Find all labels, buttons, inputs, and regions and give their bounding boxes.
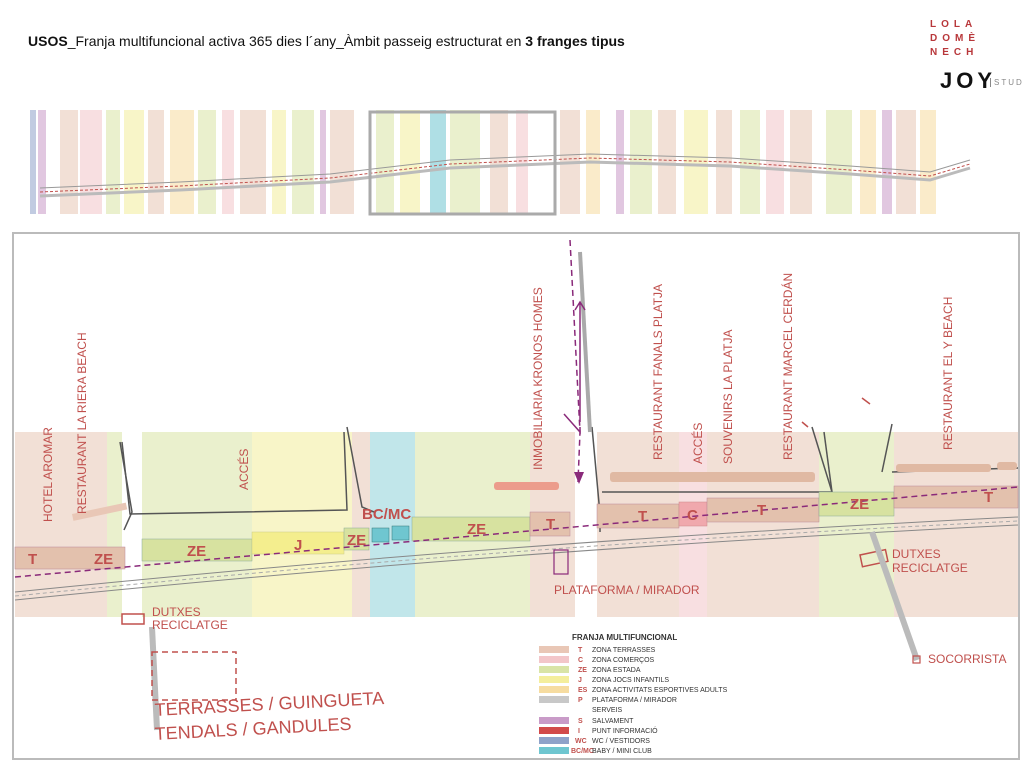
zone-t-2: T [546, 516, 555, 533]
label-restaurant-ely: RESTAURANT EL Y BEACH [941, 297, 955, 450]
zone-letters: T ZE ZE J ZE BC/MC ZE T T C T ZE T [28, 489, 993, 568]
label-dutxes-1: DUTXES [152, 605, 201, 619]
svg-text:WC / VESTIDORS: WC / VESTIDORS [592, 738, 650, 745]
svg-text:C: C [578, 657, 583, 664]
title-bold-2: 3 franges tipus [525, 33, 625, 49]
svg-text:PUNT INFORMACIÓ: PUNT INFORMACIÓ [592, 726, 658, 735]
svg-text:PLATAFORMA / MIRADOR: PLATAFORMA / MIRADOR [592, 697, 677, 704]
detail-plan: HOTEL AROMAR RESTAURANT LA RIERA BEACH A… [12, 232, 1020, 760]
label-socorrista: SOCORRISTA [928, 652, 1006, 666]
svg-text:ZONA TERRASSES: ZONA TERRASSES [592, 647, 656, 654]
label-restaurant-marcel: RESTAURANT MARCEL CERDÁN [780, 273, 795, 460]
title-bold: USOS [28, 33, 68, 49]
label-restaurant-fanals: RESTAURANT FANALS PLATJA [651, 284, 665, 460]
svg-text:ZE: ZE [578, 667, 587, 674]
svg-text:ZONA ACTIVITATS ESPORTIVES ADU: ZONA ACTIVITATS ESPORTIVES ADULTS [592, 687, 728, 694]
zone-ze-3: ZE [347, 532, 366, 549]
zone-t-5: T [984, 489, 993, 506]
legend-title: FRANJA MULTIFUNCIONAL [572, 633, 677, 642]
label-souvenirs: SOUVENIRS LA PLATJA [721, 330, 735, 465]
svg-text:T: T [578, 647, 583, 654]
label-inmobiliaria: INMOBILIARIA KRONOS HOMES [531, 287, 545, 470]
label-acces-2: ACCÉS [690, 423, 705, 464]
overview-strip [30, 110, 971, 216]
svg-text:BABY / MINI CLUB: BABY / MINI CLUB [592, 748, 652, 755]
svg-text:BC/MC: BC/MC [571, 748, 594, 755]
zone-ze-5: ZE [850, 496, 869, 513]
zone-t-4: T [757, 502, 766, 519]
page-title: USOS_Franja multifuncional activa 365 di… [28, 33, 625, 49]
label-restaurant-la-riera: RESTAURANT LA RIERA BEACH [75, 332, 89, 514]
svg-text:J: J [578, 677, 582, 684]
arrows [563, 300, 586, 434]
label-reciclatge-1: RECICLATGE [152, 618, 228, 632]
studio-logo: LOLA DOMÈ NECH JOY STUDIO [930, 18, 1024, 93]
legend: FRANJA MULTIFUNCIONAL T ZONA TERRASSES C… [539, 633, 728, 755]
zone-ze-4: ZE [467, 521, 486, 538]
svg-text:P: P [578, 697, 583, 704]
title-text: _Franja multifuncional activa 365 dies l… [67, 33, 526, 49]
svg-text:S: S [578, 718, 583, 725]
svg-text:WC: WC [575, 738, 587, 745]
svg-text:I: I [578, 728, 580, 735]
vertical-labels: HOTEL AROMAR RESTAURANT LA RIERA BEACH A… [41, 273, 955, 522]
label-dutxes-2: DUTXES [892, 547, 941, 561]
logo-line-2: DOMÈ [930, 33, 980, 44]
zone-c: C [687, 507, 698, 524]
label-bc-mc: BC/MC [362, 506, 411, 523]
label-plataforma: PLATAFORMA / MIRADOR [554, 583, 700, 597]
svg-text:ES: ES [578, 687, 588, 694]
zone-ze-2: ZE [187, 543, 206, 560]
svg-text:ZONA ESTADA: ZONA ESTADA [592, 667, 641, 674]
zone-j: J [294, 537, 302, 554]
svg-text:ZONA JOCS INFANTILS: ZONA JOCS INFANTILS [592, 677, 669, 684]
zone-t-3: T [638, 508, 647, 525]
logo-joy: JOY [940, 68, 997, 93]
svg-text:SALVAMENT: SALVAMENT [592, 718, 634, 725]
label-reciclatge-2: RECICLATGE [892, 561, 968, 575]
label-acces-1: ACCÉS [236, 449, 251, 490]
promenade-lines [14, 239, 1019, 601]
logo-line-3: NECH [930, 47, 979, 58]
zone-ze-1: ZE [94, 551, 113, 568]
logo-line-1: LOLA [930, 19, 978, 30]
overview-bands [30, 110, 936, 214]
logo-studio: STUDIO [990, 78, 1024, 87]
svg-text:SERVEIS: SERVEIS [592, 707, 623, 714]
label-hotel-aromar: HOTEL AROMAR [41, 427, 55, 522]
svg-text:ZONA COMERÇOS: ZONA COMERÇOS [592, 657, 655, 664]
zone-t-1: T [28, 551, 37, 568]
